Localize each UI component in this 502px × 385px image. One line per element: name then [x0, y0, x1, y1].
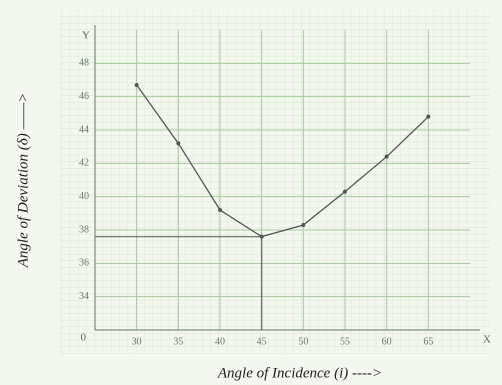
- data-point: [176, 141, 181, 146]
- x-tick-label: 35: [173, 336, 183, 347]
- y-tick-label: 42: [79, 158, 89, 169]
- data-line: [136, 84, 429, 238]
- data-point: [301, 223, 306, 227]
- y-axis-title: Angle of Deviation (δ) ——>: [15, 93, 31, 269]
- y-tick-label: 36: [79, 258, 89, 269]
- x-tick-label: 45: [257, 336, 267, 347]
- data-point: [384, 154, 389, 159]
- x-axis-letter: X: [483, 334, 491, 346]
- y-tick-label: 34: [79, 291, 89, 302]
- x-tick-label: 55: [340, 336, 350, 347]
- x-tick-label: 60: [382, 336, 392, 347]
- origin-label: 0: [81, 332, 87, 344]
- x-tick-label: 40: [215, 336, 225, 347]
- y-tick-label: 40: [79, 191, 89, 202]
- x-tick-label: 65: [423, 336, 433, 347]
- data-point: [134, 83, 139, 87]
- data-point: [426, 114, 431, 119]
- x-axis-title: Angle of Incidence (i) ---->: [217, 365, 382, 381]
- x-tick-label: 50: [298, 336, 308, 347]
- x-tick-label: 30: [132, 336, 142, 347]
- y-tick-label: 48: [79, 58, 89, 69]
- data-point: [218, 208, 222, 212]
- y-tick-label: 44: [79, 124, 89, 135]
- data-point: [259, 234, 264, 239]
- graph-paper: [60, 10, 490, 355]
- y-axis-letter: Y: [82, 30, 90, 42]
- y-tick-label: 38: [79, 224, 89, 235]
- y-tick-label: 46: [79, 91, 89, 102]
- data-point: [343, 189, 347, 194]
